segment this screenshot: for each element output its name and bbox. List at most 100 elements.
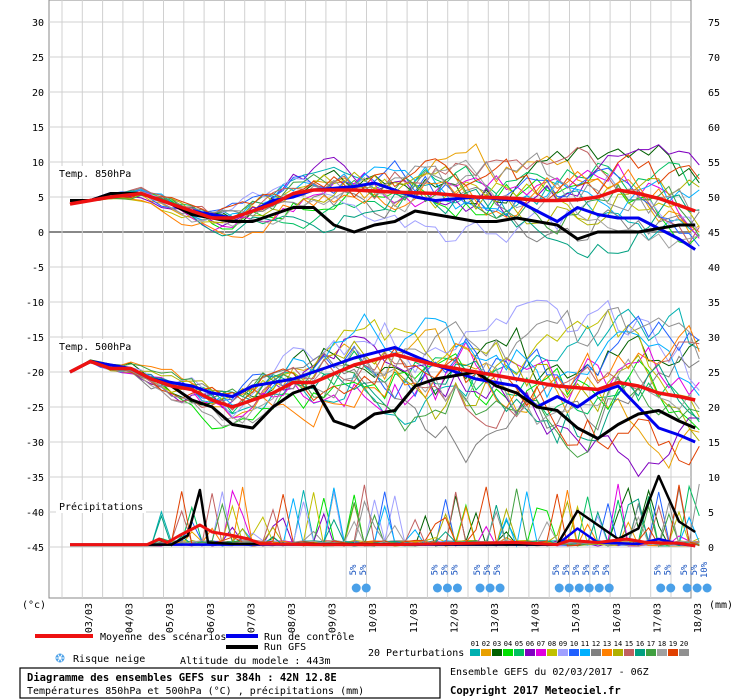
perturbation-number: 20 [680,640,688,648]
perturbation-swatch [514,649,524,656]
perturbation-swatch [558,649,568,656]
temp-tick-label: 5 [38,193,44,204]
snow-risk-marker: 5% [359,564,371,593]
date-tick-label: 15/03 [571,603,582,633]
perturbation-number: 15 [625,640,633,648]
date-tick-label: 03/03 [84,603,95,633]
precip-label-bg [56,500,146,513]
t850-label-bg [56,166,134,179]
precip-tick-label: 55 [708,158,720,169]
snow-risk-marker: 5% [473,564,485,593]
date-tick-label: 17/03 [652,603,663,633]
precip-tick-label: 5 [708,508,714,519]
snowflake-icon [584,583,594,593]
snowflake-icon [594,583,604,593]
precip-tick-label: 15 [708,438,720,449]
precip-tick-label: 10 [708,473,720,484]
date-tick-label: 06/03 [206,603,217,633]
date-tick-label: 07/03 [246,603,257,633]
date-tick-label: 08/03 [287,603,298,633]
temp-tick-label: 20 [32,88,44,99]
snow-risk-label: 10% [700,561,710,578]
perturbation-swatch [481,649,491,656]
temp-tick-label: 10 [32,158,44,169]
precip-tick-label: 40 [708,263,720,274]
snow-risk-label: 5% [582,564,592,575]
perturbation-number: 01 [471,640,479,648]
snow-risk-label: 5% [450,564,460,575]
perturbation-swatch [470,649,480,656]
perturbation-swatch [668,649,678,656]
snow-risk-marker: 5% [349,564,361,593]
series-t500-line [69,352,696,409]
snowflake-icon [452,583,462,593]
snow-risk-label: 5% [430,564,440,575]
temp-tick-label: -40 [26,508,44,519]
snowflake-icon [656,583,666,593]
snow-risk-markers: 5% 5% 5% 5% 5% 5% 5% 5% 5% 5% 5% 5% 5% 5% 5% 5% 5% 5% 10% [349,561,712,593]
ensemble-t500-line [69,306,700,427]
precip-tick-label: 25 [708,368,720,379]
temp-tick-label: 0 [38,228,44,239]
ensemble-t850-line [69,153,700,216]
snowflake-icon [361,583,371,593]
snow-risk-label: 5% [690,564,700,575]
snow-risk-marker: 5% [562,564,574,593]
precip-tick-label: 70 [708,53,720,64]
temp-tick-label: -45 [26,543,44,554]
snowflake-icon [574,583,584,593]
precip-tick-label: 65 [708,88,720,99]
ensemble-t850-line [69,159,700,247]
perturbation-number: 02 [482,640,490,648]
snow-legend-icon [55,653,65,663]
temp-tick-label: -20 [26,368,44,379]
snowflake-icon [666,583,676,593]
perturbation-swatch [679,649,689,656]
perturbation-number: 12 [592,640,600,648]
perturbation-number: 05 [515,640,523,648]
perturbation-number: 19 [669,640,677,648]
perturbation-number: 09 [559,640,567,648]
snow-risk-label: 5% [680,564,690,575]
ensemble-t500-line [69,361,700,458]
info-title: Diagramme des ensembles GEFS sur 384h : … [27,672,337,684]
info-box [19,667,441,699]
perturbation-swatch [635,649,645,656]
precip-tick-label: 50 [708,193,720,204]
snowflake-icon [442,583,452,593]
snow-risk-marker: 5% [552,564,564,593]
snowflake-icon [485,583,495,593]
temp-tick-label: 15 [32,123,44,134]
temp-unit-label: (°c) [22,600,46,611]
perturbation-swatch [613,649,623,656]
perturbation-number: 11 [581,640,589,648]
precip-tick-label: 75 [708,18,720,29]
snowflake-icon [604,583,614,593]
perturbation-swatch [547,649,557,656]
date-tick-label: 10/03 [368,603,379,633]
precip-unit-label: (mm) [709,600,733,611]
plot-area [48,0,692,599]
temp-tick-label: -35 [26,473,44,484]
snow-risk-label: 5% [562,564,572,575]
snow-risk-marker: 5% [654,564,666,593]
snowflake-icon [682,583,692,593]
ensemble-t500-line [69,347,700,466]
snowflake-icon [475,583,485,593]
snow-risk-marker: 5% [450,564,462,593]
ensemble-t500-line [69,341,700,429]
snow-risk-marker: 5% [582,564,594,593]
snow-risk-label: 5% [654,564,664,575]
snowflake-icon [692,583,702,593]
temp-tick-label: -30 [26,438,44,449]
legend-mean-label: Moyenne des scénarios [100,631,226,643]
snow-risk-label: 5% [440,564,450,575]
series-precip-line [70,523,696,548]
date-tick-label: 04/03 [125,603,136,633]
precip-tick-label: 45 [708,228,720,239]
snow-risk-marker: 5% [493,564,505,593]
ensemble-t850-line [69,168,700,239]
perturbation-swatch [602,649,612,656]
perturbation-number: 06 [526,640,534,648]
